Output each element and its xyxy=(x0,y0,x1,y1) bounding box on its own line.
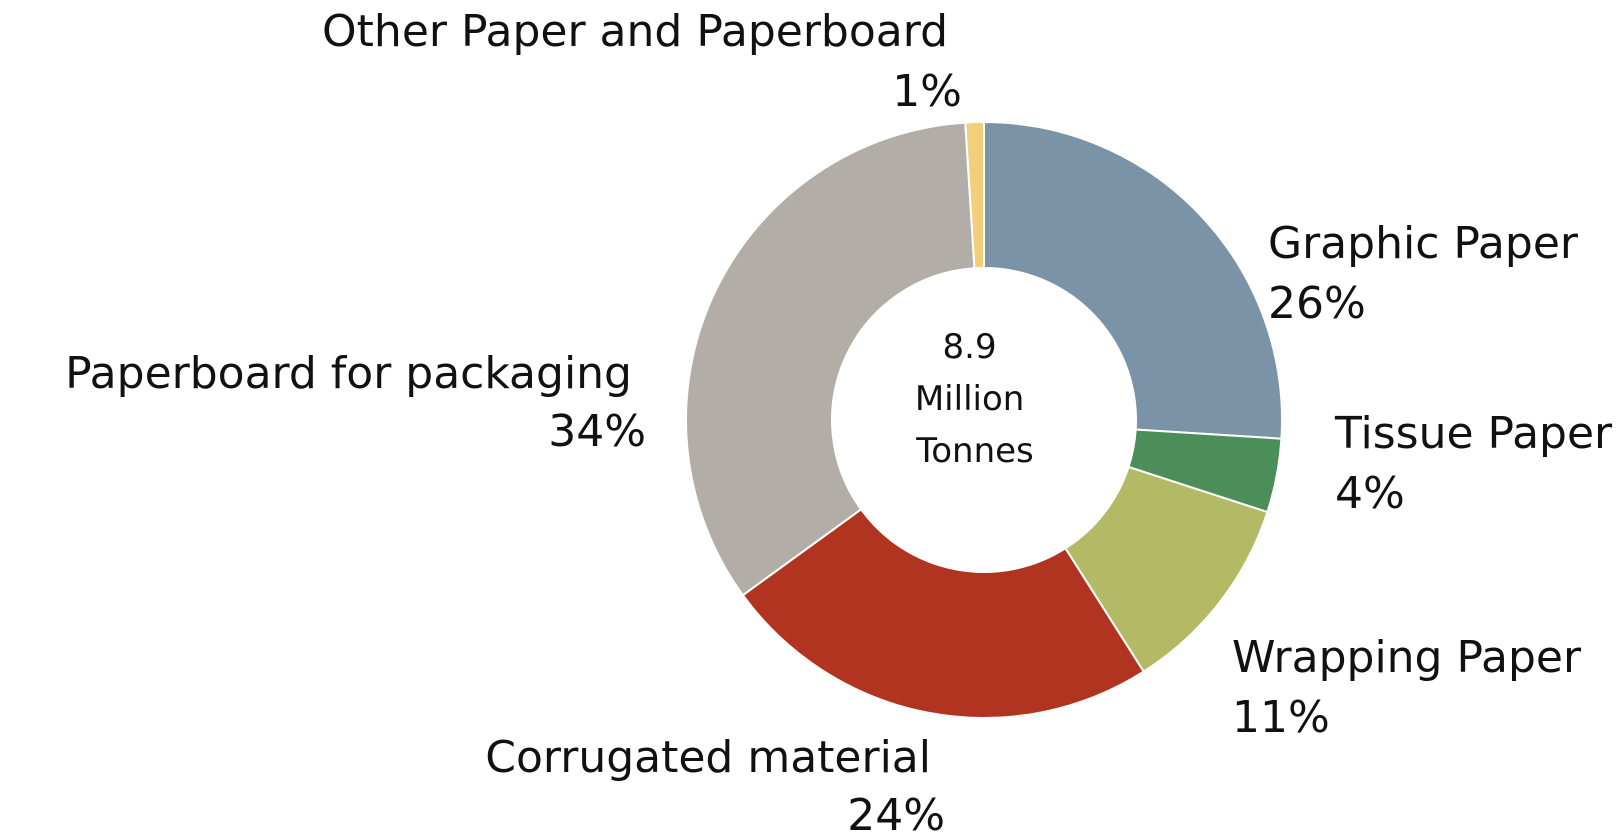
label-wrapping-paper-name: Wrapping Paper xyxy=(1232,632,1582,683)
center-text-line-2: Million xyxy=(915,379,1024,419)
label-wrapping-paper-value: 11% xyxy=(1232,692,1330,743)
label-paperboard-packaging-name: Paperboard for packaging xyxy=(65,348,632,399)
label-tissue-paper-name: Tissue Paper xyxy=(1334,408,1613,459)
label-graphic-paper-name: Graphic Paper xyxy=(1268,218,1579,269)
label-paperboard-packaging: Paperboard for packaging 34% xyxy=(65,348,646,457)
label-tissue-paper: Tissue Paper 4% xyxy=(1334,408,1624,519)
label-corrugated-material-value: 24% xyxy=(847,790,945,836)
label-wrapping-paper: Wrapping Paper 11% xyxy=(1232,632,1595,743)
center-text-line-1: 8.9 xyxy=(943,327,997,367)
slice-other-paper-and-paperboard xyxy=(964,120,985,270)
label-other-paper-value: 1% xyxy=(892,66,962,117)
slice-paperboard-for-packaging xyxy=(685,121,976,597)
label-tissue-paper-value: 4% xyxy=(1335,468,1405,519)
center-text-line-3: Tonnes xyxy=(915,431,1034,471)
slice-graphic-paper xyxy=(983,120,1283,440)
label-corrugated-material: Corrugated material 24% xyxy=(485,732,945,836)
label-graphic-paper-value: 26% xyxy=(1268,278,1366,329)
label-paperboard-packaging-value: 34% xyxy=(548,406,646,457)
label-other-paper: Other Paper and Paperboard 1% xyxy=(322,6,962,117)
label-corrugated-material-name: Corrugated material xyxy=(485,732,931,783)
center-text: 8.9 Million Tonnes xyxy=(915,327,1035,471)
slice-corrugated-material xyxy=(741,507,1146,720)
donut-slices xyxy=(685,120,1283,720)
label-graphic-paper: Graphic Paper 26% xyxy=(1268,218,1592,329)
label-other-paper-name: Other Paper and Paperboard xyxy=(322,6,948,57)
